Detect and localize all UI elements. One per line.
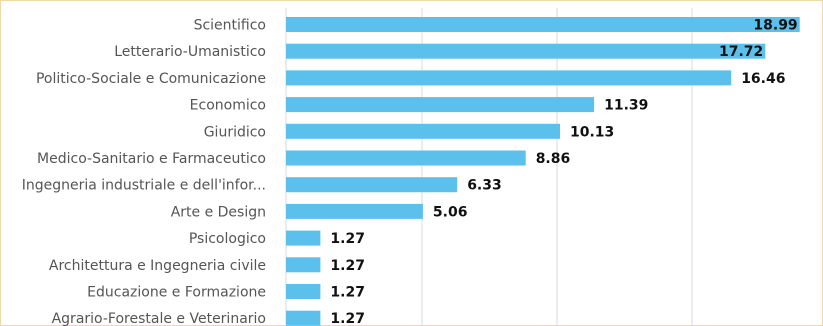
value-label-11: 1.27 bbox=[330, 311, 365, 326]
category-label-7: Arte e Design bbox=[171, 204, 266, 220]
bar-8 bbox=[286, 230, 321, 246]
category-label-1: Letterario-Umanistico bbox=[114, 44, 266, 60]
category-label-6: Ingegneria industriale e dell'infor... bbox=[22, 178, 266, 194]
bar-1 bbox=[286, 43, 766, 59]
bar-6 bbox=[286, 177, 458, 193]
value-label-5: 8.86 bbox=[536, 151, 571, 167]
category-label-5: Medico-Sanitario e Farmaceutico bbox=[37, 151, 266, 167]
category-label-3: Economico bbox=[190, 98, 266, 114]
bar-7 bbox=[286, 203, 423, 219]
gridlines bbox=[285, 8, 693, 326]
category-label-2: Politico-Sociale e Comunicazione bbox=[36, 71, 266, 87]
bar-10 bbox=[286, 284, 321, 299]
bar-11 bbox=[286, 310, 321, 326]
category-label-8: Psicologico bbox=[189, 231, 266, 247]
bars bbox=[286, 17, 800, 326]
bar-3 bbox=[286, 97, 595, 113]
value-label-10: 1.27 bbox=[330, 285, 365, 301]
category-labels: Scientifico Letterario-Umanistico Politico… bbox=[22, 18, 266, 326]
category-label-11: Agrario-Forestale e Veterinario bbox=[52, 311, 266, 326]
category-label-10: Educazione e Formazione bbox=[87, 285, 266, 301]
value-label-4: 10.13 bbox=[570, 124, 614, 140]
value-label-1: 17.72 bbox=[719, 44, 763, 60]
value-labels: 18.99 17.72 16.46 11.39 10.13 8.86 6.33 5.06 1.2… bbox=[330, 18, 797, 326]
value-label-0: 18.99 bbox=[753, 18, 797, 34]
value-label-2: 16.46 bbox=[741, 71, 785, 87]
value-label-8: 1.27 bbox=[330, 231, 365, 247]
value-label-7: 5.06 bbox=[433, 204, 468, 220]
category-label-0: Scientifico bbox=[194, 18, 266, 34]
category-label-4: Giuridico bbox=[204, 124, 266, 140]
bar-9 bbox=[286, 257, 321, 273]
value-label-6: 6.33 bbox=[467, 178, 502, 194]
bar-4 bbox=[286, 123, 560, 139]
bar-0 bbox=[286, 17, 800, 32]
bar-5 bbox=[286, 150, 526, 166]
category-label-9: Architettura e Ingegneria civile bbox=[49, 258, 266, 274]
bar-2 bbox=[286, 70, 732, 86]
value-label-9: 1.27 bbox=[330, 258, 365, 274]
value-label-3: 11.39 bbox=[604, 98, 648, 114]
